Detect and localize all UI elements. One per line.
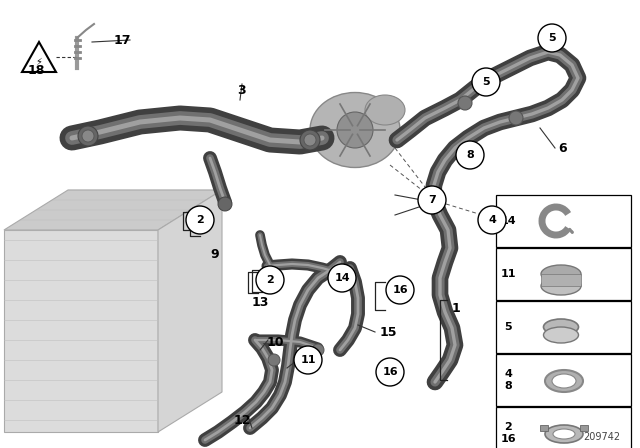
Circle shape bbox=[82, 130, 94, 142]
Bar bbox=[496, 195, 631, 247]
Ellipse shape bbox=[310, 92, 400, 168]
Text: 3: 3 bbox=[237, 83, 246, 96]
Text: 5: 5 bbox=[504, 322, 512, 332]
Ellipse shape bbox=[543, 327, 579, 343]
Text: 10: 10 bbox=[266, 336, 284, 349]
Circle shape bbox=[328, 264, 356, 292]
Circle shape bbox=[376, 358, 404, 386]
Circle shape bbox=[300, 130, 320, 150]
Bar bbox=[540, 425, 548, 431]
Ellipse shape bbox=[541, 277, 581, 295]
Text: 11: 11 bbox=[300, 355, 316, 365]
Text: 15: 15 bbox=[380, 326, 397, 339]
Polygon shape bbox=[158, 190, 222, 432]
Bar bbox=[580, 425, 588, 431]
Circle shape bbox=[304, 134, 316, 146]
Text: ⚡: ⚡ bbox=[36, 57, 42, 67]
Polygon shape bbox=[4, 190, 222, 230]
Ellipse shape bbox=[545, 425, 583, 443]
Circle shape bbox=[294, 346, 322, 374]
FancyArrowPatch shape bbox=[570, 229, 572, 233]
Text: 6: 6 bbox=[559, 142, 567, 155]
Polygon shape bbox=[4, 230, 158, 432]
Circle shape bbox=[509, 111, 523, 125]
Circle shape bbox=[478, 206, 506, 234]
Text: 2
16: 2 16 bbox=[500, 422, 516, 444]
Ellipse shape bbox=[553, 429, 575, 439]
Text: 4: 4 bbox=[488, 215, 496, 225]
Text: 5: 5 bbox=[482, 77, 490, 87]
Polygon shape bbox=[22, 42, 56, 72]
Circle shape bbox=[538, 24, 566, 52]
Text: 5: 5 bbox=[548, 33, 556, 43]
Text: 16: 16 bbox=[392, 285, 408, 295]
Text: 14: 14 bbox=[500, 216, 516, 226]
Circle shape bbox=[218, 197, 232, 211]
Text: 4
8: 4 8 bbox=[504, 369, 512, 391]
Circle shape bbox=[268, 354, 280, 366]
Text: 12: 12 bbox=[233, 414, 251, 426]
Circle shape bbox=[425, 192, 441, 208]
Text: 2: 2 bbox=[196, 215, 204, 225]
Text: 14: 14 bbox=[334, 273, 350, 283]
Bar bbox=[541, 274, 581, 286]
Text: 8: 8 bbox=[466, 150, 474, 160]
Text: 7: 7 bbox=[428, 195, 436, 205]
Text: 18: 18 bbox=[28, 64, 45, 77]
Text: 1: 1 bbox=[452, 302, 460, 314]
Bar bbox=[496, 301, 631, 353]
Circle shape bbox=[256, 266, 284, 294]
Ellipse shape bbox=[541, 265, 581, 283]
Circle shape bbox=[337, 112, 373, 148]
Bar bbox=[496, 248, 631, 300]
Text: 2: 2 bbox=[266, 275, 274, 285]
Bar bbox=[496, 354, 631, 406]
Circle shape bbox=[186, 206, 214, 234]
Circle shape bbox=[312, 344, 324, 356]
Circle shape bbox=[78, 126, 98, 146]
Circle shape bbox=[458, 96, 472, 110]
Ellipse shape bbox=[552, 374, 576, 388]
Circle shape bbox=[386, 276, 414, 304]
Text: 17: 17 bbox=[113, 34, 131, 47]
Circle shape bbox=[472, 68, 500, 96]
Bar bbox=[496, 407, 631, 448]
Text: 209742: 209742 bbox=[583, 432, 620, 442]
Text: 16: 16 bbox=[382, 367, 398, 377]
Text: 11: 11 bbox=[500, 269, 516, 279]
Text: 13: 13 bbox=[252, 296, 269, 309]
Ellipse shape bbox=[365, 95, 405, 125]
Text: 9: 9 bbox=[211, 249, 220, 262]
Ellipse shape bbox=[543, 319, 579, 335]
Circle shape bbox=[418, 186, 446, 214]
Circle shape bbox=[456, 141, 484, 169]
Ellipse shape bbox=[545, 370, 583, 392]
